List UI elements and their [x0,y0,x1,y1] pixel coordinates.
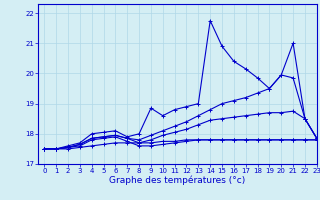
X-axis label: Graphe des températures (°c): Graphe des températures (°c) [109,176,246,185]
